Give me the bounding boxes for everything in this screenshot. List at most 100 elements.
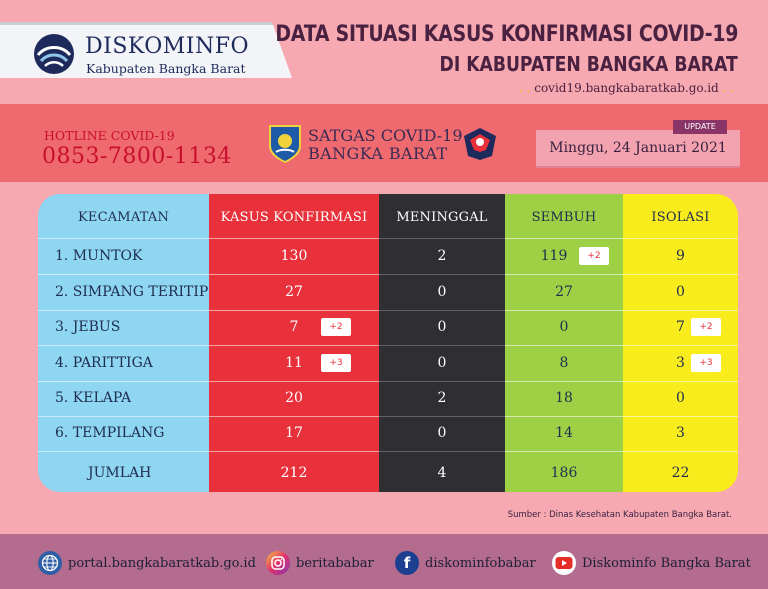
instagram-text[interactable]: beritababar xyxy=(296,555,374,571)
youtube-text[interactable]: Diskominfo Bangka Barat xyxy=(582,555,751,571)
update-tag: UPDATE xyxy=(673,120,727,134)
meninggal-cell: 0 xyxy=(437,319,447,335)
konfirmasi-cell: 20 xyxy=(285,390,303,406)
logo-subtitle: Kabupaten Bangka Barat xyxy=(86,61,246,76)
row-divider xyxy=(38,238,209,239)
row-divider xyxy=(505,451,623,452)
footer-facebook-link[interactable]: f diskominfobabar xyxy=(395,551,536,575)
website-link[interactable]: . . covid19.bangkabaratkab.go.id . . xyxy=(519,81,734,95)
dots-left: . . xyxy=(518,81,535,95)
row-divider xyxy=(38,310,209,311)
logo-title: DISKOMINFO xyxy=(85,34,250,59)
page-subtitle: DI KABUPATEN BANGKA BARAT xyxy=(439,52,738,76)
row-divider xyxy=(379,345,505,346)
row-divider xyxy=(623,381,738,382)
footer: portal.bangkabaratkab.go.id beritababar … xyxy=(0,534,768,589)
hotline-number[interactable]: 0853-7800-1134 xyxy=(42,144,232,169)
isolasi-cell: 0 xyxy=(676,390,685,406)
meninggal-cell: 0 xyxy=(437,284,447,300)
row-divider xyxy=(623,274,738,275)
footer-youtube-link[interactable]: Diskominfo Bangka Barat xyxy=(552,551,751,575)
isolasi-delta-badge: +3 xyxy=(691,354,721,372)
row-divider xyxy=(209,381,379,382)
globe-icon xyxy=(38,551,62,575)
sembuh-cell: 8 xyxy=(559,355,569,371)
kecamatan-cell: 5. KELAPA xyxy=(55,390,132,406)
header-konfirmasi: KASUS KONFIRMASI xyxy=(220,210,368,225)
website-url[interactable]: covid19.bangkabaratkab.go.id xyxy=(534,81,719,95)
konfirmasi-cell: 27 xyxy=(285,284,303,300)
sembuh-cell: 14 xyxy=(555,425,573,441)
sembuh-cell: 27 xyxy=(555,284,573,300)
diskominfo-logo-box: DISKOMINFO Kabupaten Bangka Barat xyxy=(0,22,292,78)
facebook-text[interactable]: diskominfobabar xyxy=(425,555,536,571)
sembuh-cell: 119 xyxy=(540,248,568,264)
konfirmasi-cell: 17 xyxy=(285,425,303,441)
header-meninggal: MENINGGAL xyxy=(396,210,488,225)
total-label: JUMLAH xyxy=(88,465,152,481)
header-isolasi: ISOLASI xyxy=(651,210,710,225)
header-kecamatan: KECAMATAN xyxy=(77,210,170,225)
row-divider xyxy=(505,416,623,417)
footer-portal-link[interactable]: portal.bangkabaratkab.go.id xyxy=(38,551,256,575)
covid-table: KECAMATAN 1. MUNTOK 2. SIMPANG TERITIP 3… xyxy=(38,194,738,492)
meninggal-cell: 2 xyxy=(437,248,447,264)
row-divider xyxy=(379,310,505,311)
kecamatan-cell: 4. PARITTIGA xyxy=(55,355,153,371)
source-note: Sumber : Dinas Kesehatan Kabupaten Bangk… xyxy=(507,510,732,520)
footer-instagram-link[interactable]: beritababar xyxy=(266,551,374,575)
isolasi-cell: 9 xyxy=(676,248,685,264)
row-divider xyxy=(379,416,505,417)
row-divider xyxy=(623,345,738,346)
instagram-icon xyxy=(266,551,290,575)
konfirmasi-delta-badge: +3 xyxy=(321,354,351,372)
konfirmasi-delta-badge: +2 xyxy=(321,318,351,336)
row-divider xyxy=(505,381,623,382)
column-sembuh: SEMBUH 119 +2 27 0 8 18 14 186 xyxy=(505,194,623,492)
row-divider xyxy=(38,381,209,382)
row-divider xyxy=(379,238,505,239)
row-divider xyxy=(623,238,738,239)
row-divider xyxy=(505,274,623,275)
sembuh-delta-badge: +2 xyxy=(579,247,609,265)
page-title: DATA SITUASI KASUS KONFIRMASI COVID-19 xyxy=(275,22,738,47)
isolasi-cell: 7 xyxy=(676,319,685,335)
sembuh-cell: 18 xyxy=(555,390,573,406)
row-divider xyxy=(209,274,379,275)
update-date: Minggu, 24 Januari 2021 xyxy=(549,140,727,156)
isolasi-cell: 3 xyxy=(676,425,685,441)
diskominfo-logo-icon xyxy=(34,34,74,74)
facebook-icon: f xyxy=(395,551,419,575)
sembuh-cell: 0 xyxy=(559,319,569,335)
isolasi-cell: 0 xyxy=(676,284,685,300)
kecamatan-cell: 1. MUNTOK xyxy=(55,248,143,264)
row-divider xyxy=(379,274,505,275)
row-divider xyxy=(623,416,738,417)
isolasi-cell: 3 xyxy=(676,355,685,371)
row-divider xyxy=(209,451,379,452)
column-meninggal: MENINGGAL 2 0 0 0 2 0 4 xyxy=(379,194,505,492)
youtube-icon xyxy=(552,551,576,575)
row-divider xyxy=(505,310,623,311)
kecamatan-cell: 3. JEBUS xyxy=(55,319,121,335)
info-band: HOTLINE COVID-19 0853-7800-1134 SATGAS C… xyxy=(0,104,768,182)
row-divider xyxy=(379,451,505,452)
row-divider xyxy=(38,451,209,452)
row-divider xyxy=(209,310,379,311)
header-sembuh: SEMBUH xyxy=(531,210,597,225)
row-divider xyxy=(505,238,623,239)
portal-text[interactable]: portal.bangkabaratkab.go.id xyxy=(68,555,256,571)
row-divider xyxy=(505,345,623,346)
meninggal-cell: 0 xyxy=(437,355,447,371)
kecamatan-cell: 2. SIMPANG TERITIP xyxy=(55,284,209,300)
kecamatan-cell: 6. TEMPILANG xyxy=(55,425,165,441)
meninggal-cell: 0 xyxy=(437,425,447,441)
row-divider xyxy=(379,381,505,382)
konfirmasi-cell: 7 xyxy=(289,319,299,335)
date-box: Minggu, 24 Januari 2021 xyxy=(536,130,740,168)
satgas-line1: SATGAS COVID-19 xyxy=(308,126,463,145)
satgas-line2: BANGKA BARAT xyxy=(308,144,448,163)
row-divider xyxy=(38,274,209,275)
dots-right: . . xyxy=(718,81,734,95)
row-divider xyxy=(623,451,738,452)
